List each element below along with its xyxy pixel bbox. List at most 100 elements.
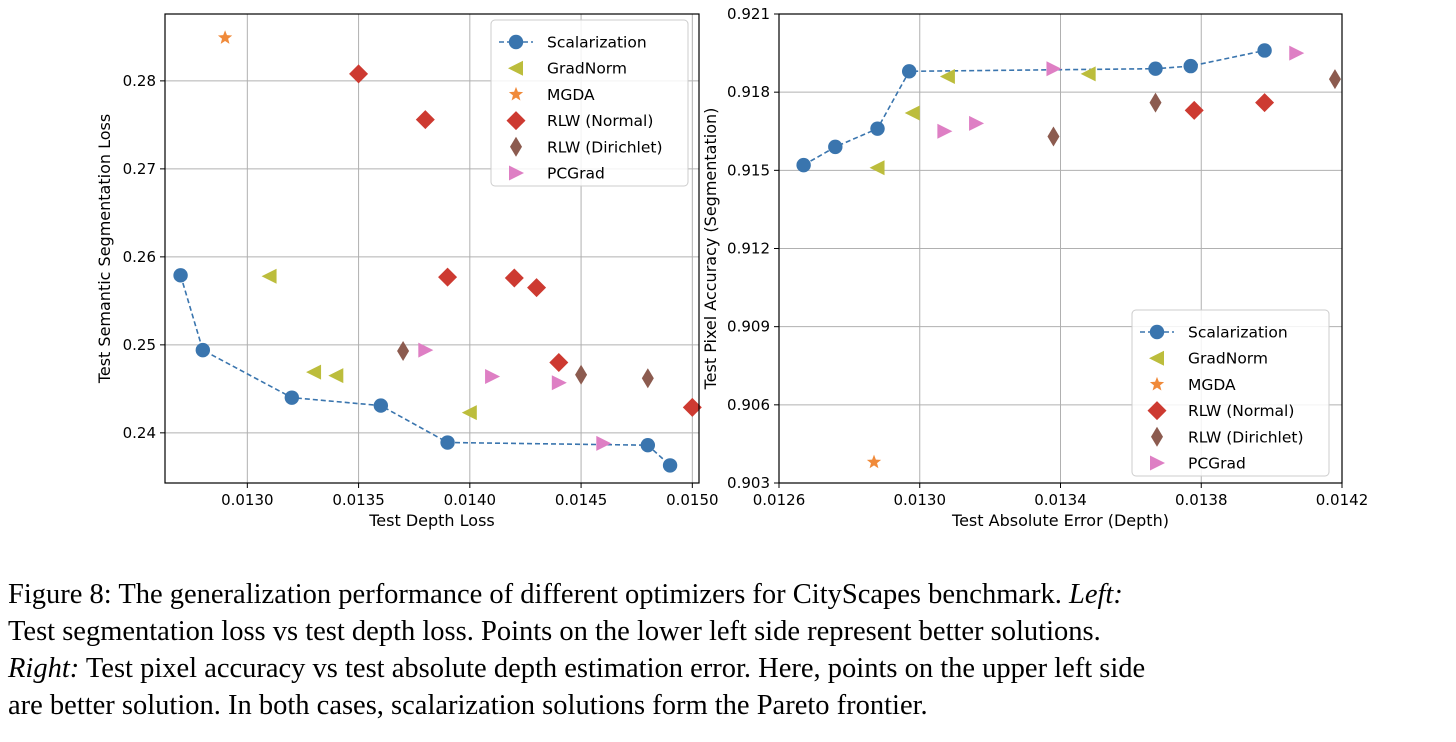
caption-line-3: Right: Test pixel accuracy vs test absol… [8, 650, 1452, 687]
data-point [937, 123, 953, 139]
caption-left-label: Left: [1069, 579, 1123, 610]
right-chart: 0.0126 0.0130 0.0134 0.0138 0.0142 0.903 0.906… [701, 5, 1368, 530]
legend-label: MGDA [547, 86, 595, 104]
data-point [866, 454, 882, 469]
data-point [415, 110, 435, 130]
legend-entry: RLW (Dirichlet) [1151, 426, 1304, 447]
y-tick-label: 0.921 [727, 5, 770, 23]
legend-marker [509, 165, 524, 181]
data-point [575, 364, 588, 385]
legend-marker [1149, 350, 1164, 366]
data-point [173, 268, 188, 283]
series-mgda [866, 454, 882, 469]
data-point [1289, 45, 1305, 61]
legend-marker [1149, 324, 1165, 340]
series-rlw-dirichlet [1047, 69, 1341, 147]
data-point [1047, 126, 1060, 147]
plot-frame [164, 13, 700, 484]
x-tick-label: 0.0140 [444, 491, 497, 509]
caption-right-label: Right: [8, 653, 80, 684]
data-point [596, 435, 612, 451]
caption-text-1: The generalization performance of differ… [118, 579, 1062, 610]
data-point [870, 121, 885, 136]
data-point [904, 105, 920, 121]
series-rlw-normal [349, 64, 702, 417]
legend-marker [1149, 376, 1165, 391]
data-point [1255, 93, 1275, 113]
legend-marker [508, 34, 524, 50]
y-axis-title: Test Semantic Segmentation Loss [95, 114, 114, 384]
data-point [969, 115, 985, 131]
data-point [284, 390, 300, 405]
legend-marker [506, 111, 526, 131]
series-rlw-dirichlet [397, 341, 654, 389]
caption-figure-label: Figure 8: [8, 579, 112, 610]
x-axis-title: Test Absolute Error (Depth) [951, 511, 1169, 530]
plot-frame [778, 13, 1343, 484]
legend-label: RLW (Dirichlet) [547, 138, 663, 156]
figure-caption: Figure 8: The generalization performance… [8, 576, 1452, 724]
data-point [1183, 58, 1198, 74]
data-point [195, 342, 211, 358]
data-point [901, 64, 917, 79]
data-point [438, 267, 458, 287]
y-tick-label: 0.27 [123, 160, 156, 178]
data-point [461, 405, 477, 421]
x-tick-label: 0.0150 [666, 491, 719, 509]
legend-entry: MGDA [1149, 376, 1236, 394]
caption-line-2: Test segmentation loss vs test depth los… [8, 616, 1101, 647]
series-rlw-normal [1184, 93, 1275, 120]
x-tick-label: 0.0135 [332, 491, 385, 509]
legend-box [1131, 309, 1330, 477]
data-point [939, 69, 955, 85]
y-axis-title: Test Pixel Accuracy (Segmentation) [701, 108, 720, 391]
y-tick-label: 0.909 [727, 318, 770, 336]
legend-label: RLW (Normal) [547, 112, 653, 130]
legend-label: RLW (Dirichlet) [1188, 428, 1304, 446]
legend-entry: Scalarization [499, 34, 647, 52]
data-point [869, 160, 885, 176]
y-tick-label: 0.912 [727, 240, 770, 258]
data-point [440, 435, 455, 450]
series-scalarization [173, 268, 678, 473]
legend-marker [508, 60, 523, 76]
legend-marker [1150, 455, 1165, 471]
data-point [662, 458, 678, 473]
data-point [549, 352, 569, 372]
data-point [828, 139, 843, 155]
data-point [1149, 92, 1162, 113]
legend-marker [508, 86, 524, 101]
data-point [1148, 61, 1163, 76]
series-scalarization [796, 43, 1272, 173]
data-point [1257, 43, 1272, 58]
legend: Scalarization GradNorm MGDA RLW (Normal) RLW… [1131, 309, 1330, 477]
data-point [640, 437, 656, 453]
legend-label: Scalarization [547, 34, 647, 52]
legend-label: MGDA [1188, 376, 1236, 394]
x-tick-label: 0.0145 [555, 491, 608, 509]
y-tick-label: 0.28 [123, 72, 156, 90]
legend-entry: PCGrad [509, 165, 605, 183]
legend-marker [510, 136, 522, 157]
data-point [796, 157, 811, 173]
legend-label: Scalarization [1188, 324, 1288, 342]
data-point [217, 30, 233, 44]
data-point [418, 342, 434, 358]
legend-label: GradNorm [547, 60, 627, 78]
legend-entry: Scalarization [1140, 324, 1288, 342]
data-point [527, 278, 547, 298]
data-point [328, 368, 344, 384]
caption-line-1: Figure 8: The generalization performance… [8, 576, 1452, 613]
legend-entry: PCGrad [1150, 455, 1246, 473]
data-point [349, 64, 369, 84]
legend-entry: RLW (Normal) [506, 111, 653, 131]
legend: Scalarization GradNorm MGDA RLW (Normal) RLW… [490, 19, 689, 187]
legend-entry: RLW (Dirichlet) [510, 136, 663, 157]
data-point [485, 369, 501, 385]
y-tick-label: 0.903 [727, 474, 770, 492]
data-point [261, 268, 277, 284]
data-point [682, 397, 702, 417]
y-tick-label: 0.26 [123, 248, 156, 266]
data-point [373, 398, 389, 413]
data-point [1046, 61, 1062, 77]
